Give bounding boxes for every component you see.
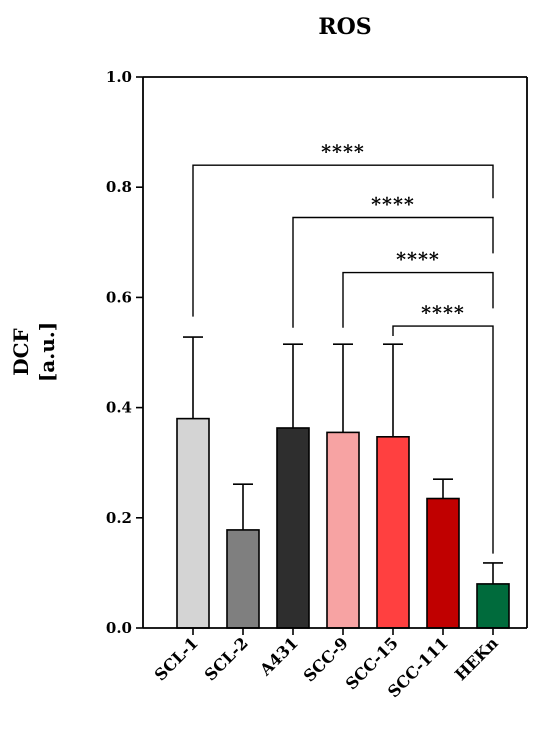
significance-bracket (342, 271, 494, 328)
bar-hekn (476, 583, 510, 629)
bar-scc-111 (426, 497, 460, 629)
significance-label: **** (396, 249, 440, 271)
significance-label: **** (421, 302, 465, 324)
significance-label: **** (321, 141, 365, 163)
bar-scc-15 (376, 436, 410, 629)
significance-bracket (192, 164, 494, 317)
bar-scl-2 (226, 529, 260, 629)
axes (136, 76, 528, 635)
significance-bracket (392, 325, 494, 554)
bar-scc-9 (326, 431, 360, 629)
bar-a431 (276, 427, 310, 629)
significance-bracket (292, 216, 494, 328)
significance-brackets: **** **** **** **** (192, 141, 494, 554)
x-tick-label: A431 (255, 633, 302, 680)
y-tick-label: 1.0 (106, 68, 132, 86)
significance-label: **** (371, 194, 415, 216)
bar-scl-1 (176, 417, 210, 629)
x-tick-label: SCL-1 (151, 633, 202, 684)
y-axis-label-line-1: DCF (9, 328, 33, 375)
chart-title: ROS (318, 14, 371, 40)
y-tick-label: 0.8 (106, 178, 132, 196)
bars (176, 336, 510, 629)
y-axis-label-line-2: [a.u.] (35, 322, 59, 382)
y-tick-label: 0.6 (106, 288, 132, 306)
x-tick-label: SCL-2 (201, 633, 252, 684)
y-tick-label: 0.2 (106, 509, 132, 527)
x-tick-label: HEKn (451, 633, 502, 684)
y-tick-labels: 0.0 0.2 0.4 0.6 0.8 1.0 (106, 68, 132, 637)
y-axis-label: DCF [a.u.] (9, 322, 59, 382)
y-tick-label: 0.4 (106, 399, 132, 417)
y-tick-label: 0.0 (106, 619, 132, 637)
